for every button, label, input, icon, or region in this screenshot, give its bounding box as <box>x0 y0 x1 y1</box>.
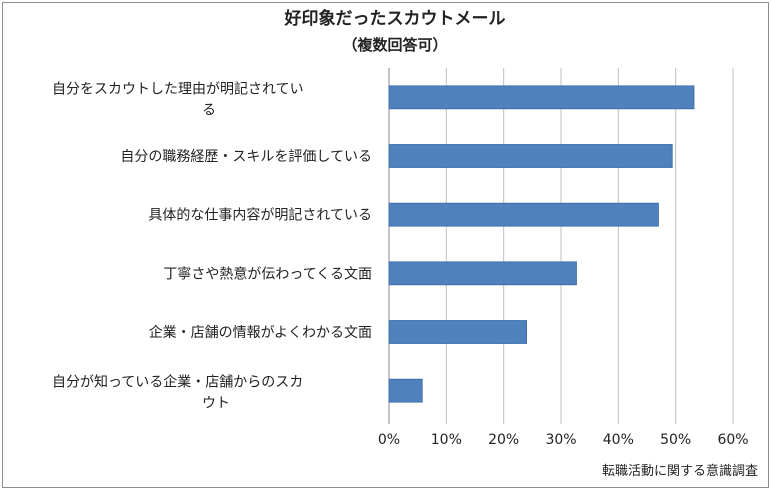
chart-title: 好印象だったスカウトメール <box>284 8 506 29</box>
category-label-line: 自分が知っている企業・店舗からのスカ <box>52 374 303 391</box>
x-axis-tick-labels: 0% 10% 20% 30% 40% 50% 60% <box>378 432 749 448</box>
x-tick-label: 60% <box>717 432 748 448</box>
category-label: 企業・店舗の情報がよくわかる文面 <box>149 324 372 341</box>
gridlines <box>388 68 734 424</box>
chart-subtitle: （複数回答可） <box>342 36 447 54</box>
bar <box>388 144 673 168</box>
category-label: 自分が知っている企業・店舗からのスカウト <box>52 374 303 412</box>
x-tick-label: 20% <box>488 432 519 448</box>
category-label-line: 自分をスカウトした理由が明記されてい <box>52 80 304 97</box>
category-label: 丁寧さや熱意が伝わってくる文面 <box>163 265 372 282</box>
x-tick-label: 40% <box>603 432 634 448</box>
bar <box>388 378 423 403</box>
bar <box>388 261 577 286</box>
source-note: 転職活動に関する意識調査 <box>602 463 758 479</box>
x-tick-label: 0% <box>378 432 400 448</box>
bar <box>388 85 695 110</box>
bars <box>388 85 695 403</box>
category-label: 自分をスカウトした理由が明記されている <box>52 80 304 118</box>
x-tick-label: 50% <box>660 432 691 448</box>
category-label-line: ウト <box>202 396 230 412</box>
bar <box>388 320 528 344</box>
category-labels: 自分をスカウトした理由が明記されている自分の職務経歴・スキルを評価している具体的… <box>52 80 372 411</box>
bar <box>388 202 659 227</box>
x-tick-label: 10% <box>431 432 462 448</box>
category-label-line: る <box>202 102 216 118</box>
x-tick-label: 30% <box>545 432 576 448</box>
category-label: 具体的な仕事内容が明記されている <box>148 207 372 224</box>
category-label: 自分の職務経歴・スキルを評価している <box>120 149 372 165</box>
